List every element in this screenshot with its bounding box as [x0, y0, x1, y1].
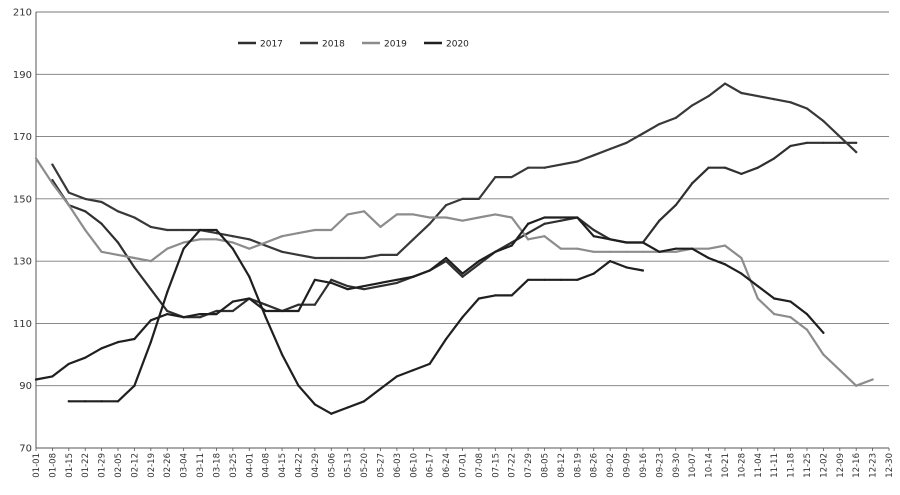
x-tick-label: 11-11 — [770, 453, 780, 478]
x-tick-label: 03-25 — [229, 453, 239, 478]
x-axis-ticks: 01-01 01-08 01-15 01-22 01-29 02-05 02-12 02-19… — [32, 448, 895, 478]
legend: 2017 2018 2019 2020 — [238, 40, 469, 50]
x-tick-label: 01-29 — [98, 453, 108, 478]
x-tick-label: 08-26 — [590, 453, 600, 478]
series-line — [67, 228, 645, 415]
x-tick-label: 02-19 — [147, 453, 157, 478]
x-tick-label: 01-01 — [32, 453, 42, 478]
x-tick-label: 02-26 — [163, 453, 173, 478]
legend-label: 2019 — [384, 40, 407, 50]
series-1 — [51, 82, 858, 260]
x-tick-label: 10-07 — [688, 453, 698, 478]
x-tick-label: 07-01 — [459, 453, 469, 478]
x-tick-label: 07-22 — [508, 453, 518, 478]
x-tick-label: 08-12 — [557, 453, 567, 478]
legend-label: 2017 — [260, 40, 283, 50]
y-tick-label: 70 — [19, 444, 32, 455]
x-tick-label: 09-23 — [655, 453, 665, 478]
y-tick-label: 110 — [13, 319, 32, 330]
x-tick-label: 07-29 — [524, 453, 534, 478]
legend-item: 2020 — [424, 40, 469, 50]
x-tick-label: 05-06 — [327, 453, 337, 478]
legend-label: 2018 — [322, 40, 345, 50]
x-tick-label: 06-03 — [393, 453, 403, 478]
x-tick-label: 02-12 — [130, 453, 140, 478]
x-tick-label: 01-15 — [65, 453, 75, 478]
series-line — [34, 216, 825, 381]
x-tick-label: 08-19 — [573, 453, 583, 478]
series-lines — [34, 82, 874, 415]
x-tick-label: 03-11 — [196, 453, 206, 478]
x-tick-label: 01-22 — [81, 453, 91, 478]
x-tick-label: 12-16 — [852, 453, 862, 478]
x-tick-label: 12-23 — [869, 453, 879, 478]
y-tick-label: 190 — [13, 70, 32, 81]
legend-item: 2019 — [362, 40, 407, 50]
legend-item: 2017 — [238, 40, 283, 50]
x-tick-label: 04-15 — [278, 453, 288, 478]
x-tick-label: 09-30 — [672, 453, 682, 478]
x-tick-label: 04-08 — [262, 453, 272, 478]
x-tick-label: 11-18 — [787, 453, 797, 478]
x-tick-label: 10-14 — [705, 453, 715, 478]
y-tick-label: 150 — [13, 194, 32, 205]
series-4 — [67, 228, 645, 415]
y-tick-label: 210 — [13, 8, 32, 19]
x-tick-label: 11-25 — [803, 453, 813, 478]
x-tick-label: 11-04 — [754, 453, 764, 478]
x-tick-label: 06-17 — [426, 453, 436, 478]
x-tick-label: 09-09 — [623, 453, 633, 478]
x-tick-label: 09-16 — [639, 453, 649, 478]
x-tick-label: 07-08 — [475, 453, 485, 478]
x-tick-label: 04-01 — [245, 453, 255, 478]
x-tick-label: 12-30 — [885, 453, 895, 478]
x-tick-label: 02-05 — [114, 453, 124, 478]
x-tick-label: 10-21 — [721, 453, 731, 478]
x-tick-label: 05-13 — [344, 453, 354, 478]
x-tick-label: 12-09 — [836, 453, 846, 478]
y-tick-label: 130 — [13, 257, 32, 268]
x-tick-label: 08-05 — [541, 453, 551, 478]
x-tick-label: 04-29 — [311, 453, 321, 478]
x-tick-label: 01-08 — [48, 453, 58, 478]
x-tick-label: 05-27 — [376, 453, 386, 478]
series-line — [34, 157, 874, 387]
y-axis-ticks: 70 90 110 130 150 170 190 210 — [13, 8, 32, 455]
x-tick-label: 06-24 — [442, 453, 452, 478]
y-tick-label: 170 — [13, 132, 32, 143]
x-tick-label: 05-20 — [360, 453, 370, 478]
y-tick-label: 90 — [19, 381, 32, 392]
x-tick-label: 10-28 — [737, 453, 747, 478]
series-3 — [34, 216, 825, 381]
x-tick-label: 12-02 — [819, 453, 829, 478]
x-tick-label: 09-02 — [606, 453, 616, 478]
series-line — [51, 82, 858, 260]
x-tick-label: 03-04 — [180, 453, 190, 478]
series-2 — [34, 157, 874, 387]
x-tick-label: 07-15 — [491, 453, 501, 478]
x-tick-label: 06-10 — [409, 453, 419, 478]
legend-label: 2020 — [446, 40, 469, 50]
x-tick-label: 04-22 — [294, 453, 304, 478]
legend-item: 2018 — [300, 40, 345, 50]
x-tick-label: 03-18 — [212, 453, 222, 478]
